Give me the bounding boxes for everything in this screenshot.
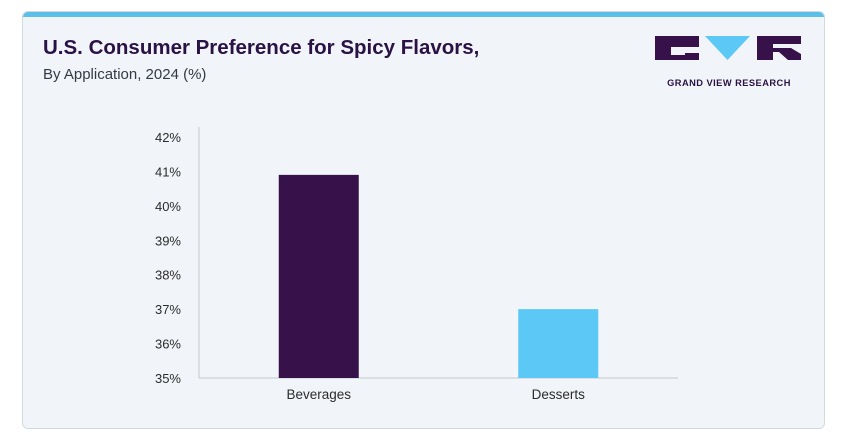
chart-card: U.S. Consumer Preference for Spicy Flavo… [22, 11, 825, 429]
y-tick-label: 42% [155, 130, 181, 145]
bar-beverages [278, 174, 359, 378]
bar-chart: 35% 36% 37% 38% 39% 40% 41% 42% Beverages Desser… [155, 127, 678, 402]
y-tick-label: 37% [155, 302, 181, 317]
y-tick-label: 39% [155, 233, 181, 248]
bar-desserts [518, 309, 599, 378]
chart-subtitle: By Application, 2024 (%) [43, 66, 207, 83]
y-tick-label: 40% [155, 199, 181, 214]
y-tick-label: 38% [155, 268, 181, 283]
y-tick-label: 41% [155, 164, 181, 179]
logo-wordmark: GRAND VIEW RESEARCH [667, 78, 791, 88]
accent-bar [23, 12, 824, 17]
gvr-logo-icon [655, 36, 801, 60]
y-tick-label: 36% [155, 337, 181, 352]
chart-title: U.S. Consumer Preference for Spicy Flavo… [43, 36, 480, 59]
x-category-label: Desserts [532, 387, 586, 402]
y-tick-label: 35% [155, 371, 181, 386]
x-category-label: Beverages [286, 387, 351, 402]
grand-view-research-logo: GRAND VIEW RESEARCH [655, 36, 803, 88]
